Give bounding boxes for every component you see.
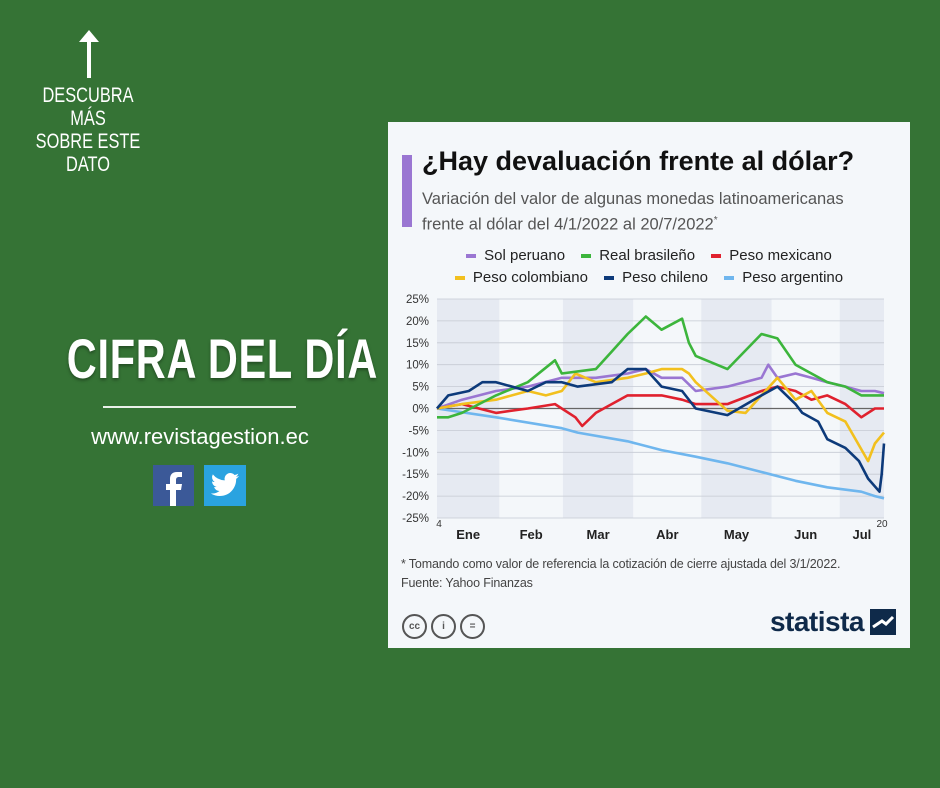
facebook-icon[interactable] xyxy=(153,465,194,506)
subtitle-line: frente al dólar del 4/1/2022 al 20/7/202… xyxy=(422,215,714,234)
y-tick-label: -10% xyxy=(402,447,429,459)
website-link[interactable]: www.revistagestion.ec xyxy=(91,424,309,449)
chart-footnote: * Tomando como valor de referencia la co… xyxy=(401,555,840,593)
cta-line: DATO xyxy=(66,153,110,176)
statista-mark-icon xyxy=(870,609,896,635)
series-line-peso-mexicano xyxy=(436,385,884,428)
legend-swatch xyxy=(454,276,465,280)
series-line-peso-chileno xyxy=(436,367,886,493)
x-tick-label: Jun xyxy=(794,527,817,542)
y-tick-label: -20% xyxy=(402,491,429,503)
y-tick-label: -5% xyxy=(409,425,429,437)
statista-logo[interactable]: statista xyxy=(770,606,896,638)
legend-item: Peso chileno xyxy=(604,268,708,288)
line-chart: Ene Feb Mar Abr May Jun Jul 25% 20% 15% 10% 5% 0% -5%… xyxy=(402,294,888,542)
legend-swatch xyxy=(581,254,592,258)
x-tick-label: Ene xyxy=(456,527,480,542)
logo-text: statista xyxy=(769,606,865,637)
y-tick-label: 20% xyxy=(406,316,429,328)
x-start-label: 4 xyxy=(436,519,442,530)
subtitle-footnote-mark: * xyxy=(713,215,718,226)
y-tick-label: -25% xyxy=(402,513,429,525)
legend-label: Peso mexicano xyxy=(729,247,832,264)
y-tick-label: 0% xyxy=(412,404,429,416)
legend-swatch xyxy=(604,276,615,280)
title-accent-bar xyxy=(402,155,412,227)
legend-swatch xyxy=(466,254,477,258)
discover-more-link[interactable]: DESCUBRA MÁS SOBRE ESTE DATO xyxy=(27,84,149,176)
legend-label: Peso colombiano xyxy=(472,269,588,286)
twitter-icon[interactable] xyxy=(204,465,246,506)
series-line-peso-colombiano xyxy=(436,367,885,463)
creative-commons-icon: cc xyxy=(402,614,427,639)
source-text: Fuente: Yahoo Finanzas xyxy=(401,576,533,590)
legend-item: Peso argentino xyxy=(724,268,843,288)
legend-swatch xyxy=(711,254,722,258)
statista-chart-card: ¿Hay devaluación frente al dólar? Variac… xyxy=(388,122,910,648)
legend-label: Sol peruano xyxy=(484,247,566,264)
x-tick-label: Jul xyxy=(852,527,871,542)
y-tick-label: 15% xyxy=(406,338,429,350)
chart-legend: Sol peruano Real brasileño Peso mexicano… xyxy=(388,244,910,288)
x-tick-label: Feb xyxy=(520,527,543,542)
legend-item: Real brasileño xyxy=(581,246,695,266)
cta-line: DESCUBRA MÁS xyxy=(42,84,134,130)
legend-item: Sol peruano xyxy=(466,246,565,266)
series-line-peso-argentino xyxy=(436,407,885,500)
chart-title: ¿Hay devaluación frente al dólar? xyxy=(422,146,855,176)
legend-swatch xyxy=(724,276,735,280)
subtitle-line: Variación del valor de algunas monedas l… xyxy=(422,190,844,208)
y-tick-label: 25% xyxy=(406,294,429,306)
divider xyxy=(103,406,296,408)
legend-item: Peso mexicano xyxy=(711,246,832,266)
y-tick-label: 5% xyxy=(412,382,429,394)
legend-label: Peso chileno xyxy=(622,269,709,286)
legend-item: Peso colombiano xyxy=(454,268,588,288)
headline: CIFRA DEL DÍA xyxy=(66,327,379,390)
arrow-up-icon xyxy=(79,30,99,78)
attribution-icon: i xyxy=(431,614,456,639)
x-tick-label: Abr xyxy=(656,527,678,542)
cta-line: SOBRE ESTE xyxy=(35,130,141,153)
chart-subtitle: Variación del valor de algunas monedas l… xyxy=(422,189,902,236)
license-icons[interactable]: cc i = xyxy=(402,614,485,639)
y-tick-label: -15% xyxy=(402,469,429,481)
no-derivatives-icon: = xyxy=(460,614,485,639)
y-tick-label: 10% xyxy=(406,360,429,372)
x-tick-label: May xyxy=(724,527,750,542)
legend-label: Real brasileño xyxy=(599,247,696,264)
legend-label: Peso argentino xyxy=(742,269,844,286)
series-line-real-brasileño xyxy=(437,315,884,419)
x-tick-label: Mar xyxy=(587,527,610,542)
footnote-text: * Tomando como valor de referencia la co… xyxy=(401,557,841,571)
x-end-label: 20 xyxy=(876,519,888,530)
